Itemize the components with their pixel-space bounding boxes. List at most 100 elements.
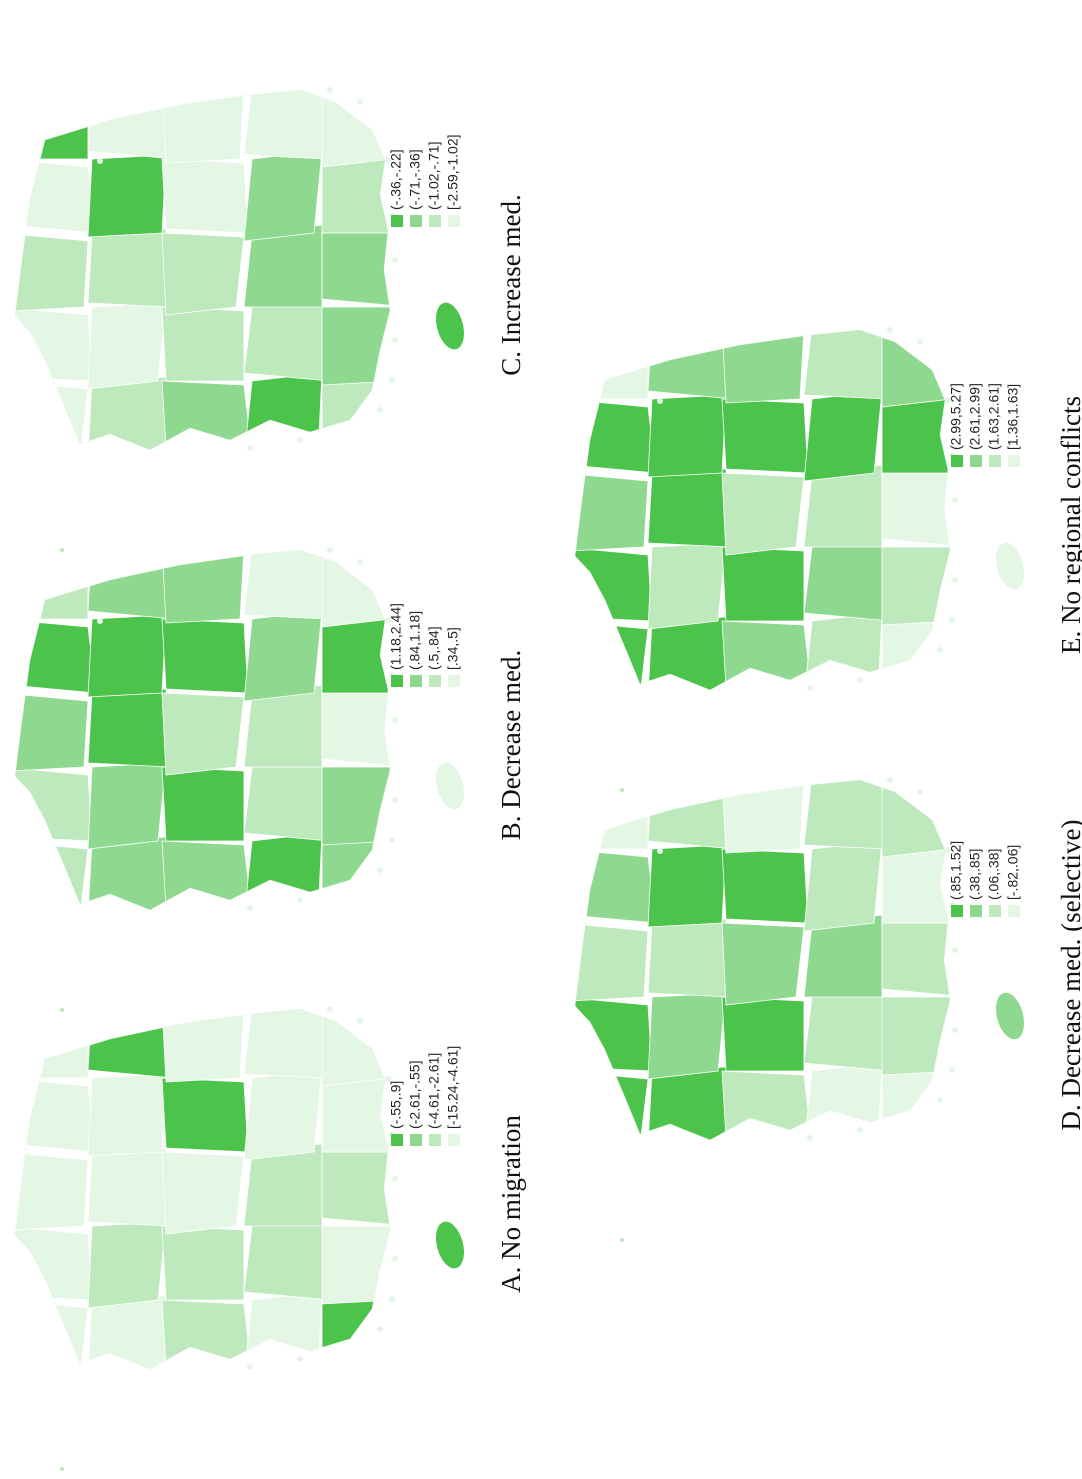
region (161, 1299, 253, 1369)
region (575, 996, 653, 1072)
region (15, 1151, 89, 1231)
islet (392, 1256, 398, 1262)
region (647, 1066, 727, 1140)
region (721, 848, 809, 924)
legend-label: (.06,.38] (986, 849, 1002, 900)
legend-label: (-2.61,-.55] (407, 1061, 423, 1129)
region (647, 992, 727, 1080)
region (161, 232, 245, 316)
region (15, 1009, 89, 1079)
region (15, 232, 89, 312)
islet (327, 1006, 333, 1012)
region (161, 158, 249, 234)
region (87, 688, 171, 768)
legend-swatch (448, 215, 460, 227)
region (87, 302, 167, 390)
panel-caption: E. No regional conflicts (1056, 396, 1082, 654)
region (87, 550, 175, 620)
region (647, 542, 727, 630)
islet (807, 1135, 813, 1141)
region (321, 1299, 390, 1369)
islet (949, 1067, 955, 1073)
region (321, 618, 390, 694)
region (161, 1009, 245, 1083)
coastline (574, 329, 951, 691)
region (161, 766, 245, 842)
ulleung-island (97, 158, 103, 164)
legend-label: (-.71,-.36] (407, 149, 423, 210)
legend-label: [.34,.5] (445, 627, 461, 670)
map (575, 780, 950, 1140)
islet (392, 257, 398, 263)
legend-swatch (970, 905, 982, 917)
region (647, 918, 731, 998)
region (321, 766, 390, 846)
region (803, 330, 887, 400)
ulleung-island (657, 398, 663, 404)
legend-label: (.85,1.52] (948, 841, 964, 900)
islet (385, 617, 391, 623)
ulleung-island (657, 848, 663, 854)
region (647, 780, 735, 850)
region (243, 1009, 327, 1079)
dokdo-island (60, 1467, 64, 1471)
region (87, 154, 167, 238)
region (243, 758, 331, 842)
dokdo-island (60, 548, 64, 552)
region (647, 844, 727, 928)
legend-label: (2.61,2.99] (967, 383, 983, 450)
region (321, 840, 390, 910)
region (87, 836, 167, 910)
map-panel: (-.36,-.22] (-.71,-.36] (-1.02,-.71] [-2.59… (14, 87, 526, 552)
islet (937, 647, 943, 653)
region (803, 840, 883, 932)
islet (357, 99, 363, 105)
legend-swatch (429, 675, 441, 687)
map-panel: (2.99,5.27] (2.61,2.99] (1.63,2.61] [1.36,1… (574, 327, 1082, 792)
legend-swatch (391, 675, 403, 687)
region (575, 472, 649, 552)
dokdo-island (620, 1238, 624, 1242)
legend-swatch (429, 1134, 441, 1146)
legend-swatch (448, 1134, 460, 1146)
jeju-island (435, 302, 465, 350)
legend-swatch (970, 455, 982, 467)
legend-label: [1.36,1.63] (1005, 384, 1021, 450)
region (321, 1009, 390, 1087)
region (87, 228, 171, 308)
legend-label: (.38,.85] (967, 849, 983, 900)
region (321, 692, 390, 768)
region (881, 620, 950, 690)
islet (917, 339, 923, 345)
legend-label: (-.36,-.22] (388, 149, 404, 210)
ulleung-island (97, 1077, 103, 1083)
region (243, 372, 323, 450)
region (721, 330, 805, 404)
legend-label: [-2.59,-1.02] (445, 135, 461, 211)
region (647, 468, 731, 548)
islet (392, 1176, 398, 1182)
region (881, 922, 950, 998)
region (15, 840, 89, 910)
region (243, 610, 323, 702)
islet (952, 947, 958, 953)
map (0, 550, 390, 960)
region (0, 930, 10, 960)
region (15, 766, 93, 842)
region (803, 988, 891, 1072)
legend-label: (2.99,5.27] (948, 383, 964, 450)
region (575, 780, 649, 850)
region (15, 1077, 97, 1153)
islet (327, 547, 333, 553)
islet (385, 157, 391, 163)
region (161, 840, 253, 910)
islet (297, 1356, 303, 1362)
region (15, 550, 89, 620)
region (575, 922, 649, 1002)
legend-swatch (448, 675, 460, 687)
region (15, 306, 93, 382)
islet (247, 445, 253, 451)
region (243, 298, 331, 382)
region (87, 376, 167, 450)
